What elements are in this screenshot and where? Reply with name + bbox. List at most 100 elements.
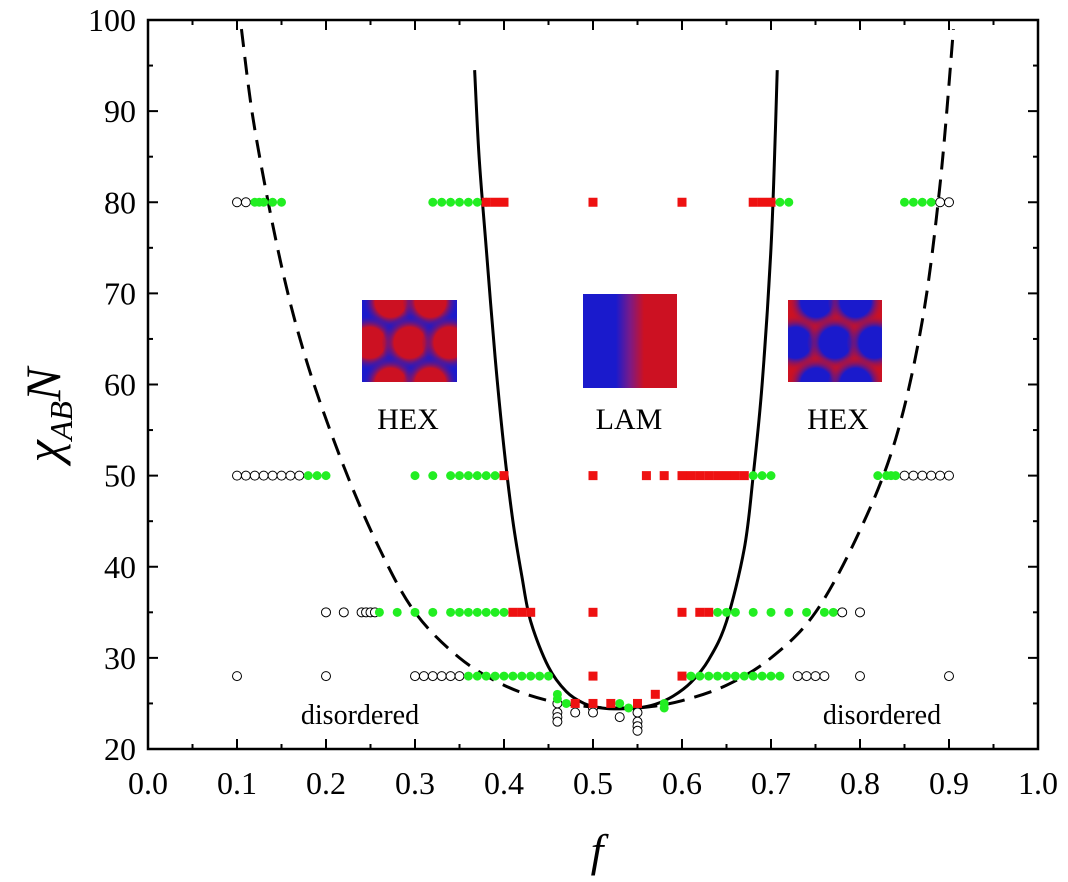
x-tick-label: 0.5 [573, 765, 613, 801]
point-lam [677, 197, 687, 207]
point-hex [481, 671, 491, 681]
y-tick-label: 100 [88, 2, 136, 38]
annotation-disordered-left: disordered [301, 700, 419, 731]
point-lam [650, 689, 660, 699]
point-disordered [926, 470, 937, 481]
point-lam [606, 698, 616, 708]
point-hex [428, 607, 438, 617]
x-axis-title: f [591, 825, 610, 876]
point-hex [535, 671, 545, 681]
annotation-lam: LAM [596, 403, 663, 436]
point-disordered [427, 671, 438, 682]
morphology-insets [362, 294, 882, 388]
point-disordered [917, 470, 928, 481]
y-tick-label: 80 [104, 184, 136, 220]
point-disordered [410, 671, 420, 682]
point-disordered [819, 671, 830, 682]
y-tick-label: 90 [104, 93, 136, 129]
point-disordered [632, 707, 643, 718]
point-hex [784, 607, 794, 617]
inset-domains [362, 300, 457, 382]
point-hex [472, 197, 482, 207]
point-disordered [588, 707, 598, 718]
x-tick-label: 0.8 [840, 765, 880, 801]
point-lam [588, 698, 598, 708]
point-lam [704, 607, 714, 617]
point-hex [659, 703, 669, 713]
point-hex [472, 607, 482, 617]
point-hex [873, 471, 883, 481]
x-tick-label: 0.7 [751, 765, 791, 801]
x-tick-label: 0.6 [662, 765, 702, 801]
point-hex [730, 671, 740, 681]
point-lam [659, 471, 669, 481]
point-lam [588, 471, 598, 481]
point-lam [526, 607, 536, 617]
point-hex [766, 471, 776, 481]
point-hex [455, 197, 464, 207]
point-lam [757, 197, 767, 207]
point-lam [481, 197, 491, 207]
point-lam [695, 471, 705, 481]
point-lam [517, 607, 527, 617]
point-hex [713, 671, 723, 681]
point-disordered [908, 470, 919, 481]
point-hex [686, 671, 696, 681]
y-axis-title-subscript: AB [43, 401, 79, 442]
point-lam [686, 471, 696, 481]
point-disordered [285, 470, 296, 481]
point-hex [819, 607, 829, 617]
point-lam [641, 471, 651, 481]
point-lam [704, 471, 714, 481]
point-disordered [801, 671, 812, 682]
y-axis-title-symbol: χ [15, 438, 71, 466]
inset-lam [583, 294, 677, 388]
point-hex [748, 607, 758, 617]
point-hex [499, 607, 509, 617]
point-hex [410, 607, 420, 617]
point-disordered [436, 671, 447, 682]
y-tick-label: 70 [104, 275, 136, 311]
point-hex [463, 471, 473, 481]
point-hex [446, 607, 456, 617]
y-tick-label: 50 [104, 458, 136, 494]
point-hex [490, 607, 500, 617]
point-hex [757, 471, 767, 481]
inset-domains [788, 300, 882, 382]
point-disordered [232, 197, 242, 208]
inset-domain [827, 355, 882, 382]
point-hex [490, 471, 500, 481]
x-tick-label: 0.3 [395, 765, 435, 801]
svg-text:χABN: χABN [15, 365, 79, 466]
point-hex [499, 671, 509, 681]
point-hex [455, 607, 464, 617]
point-lam [722, 471, 731, 481]
point-hex [891, 471, 901, 481]
point-disordered [454, 671, 465, 682]
point-disordered [249, 470, 260, 481]
x-tick-label: 0.0 [128, 765, 168, 801]
point-hex [446, 471, 456, 481]
point-hex [917, 197, 927, 207]
point-hex [713, 607, 723, 617]
hex-lam-boundary-curve [473, 70, 779, 711]
point-lam [730, 471, 740, 481]
point-hex [722, 671, 731, 681]
inset-hex-left [362, 300, 457, 382]
point-disordered [935, 197, 946, 208]
inset-domain [402, 355, 457, 382]
point-lam [588, 607, 598, 617]
point-disordered [258, 470, 269, 481]
point-hex [455, 471, 464, 481]
point-hex [374, 607, 384, 617]
point-disordered [418, 671, 429, 682]
point-hex [730, 607, 740, 617]
point-hex [544, 671, 553, 681]
y-tick-label: 40 [104, 549, 136, 585]
point-disordered [240, 197, 251, 208]
inset-hex-right [788, 300, 882, 382]
x-tick-labels: 0.0 0.1 0.2 0.3 0.4 0.5 0.6 0.7 0.8 0.9 1.0 [128, 765, 1058, 801]
point-disordered [276, 470, 287, 481]
point-hex [463, 607, 473, 617]
point-hex [526, 671, 536, 681]
